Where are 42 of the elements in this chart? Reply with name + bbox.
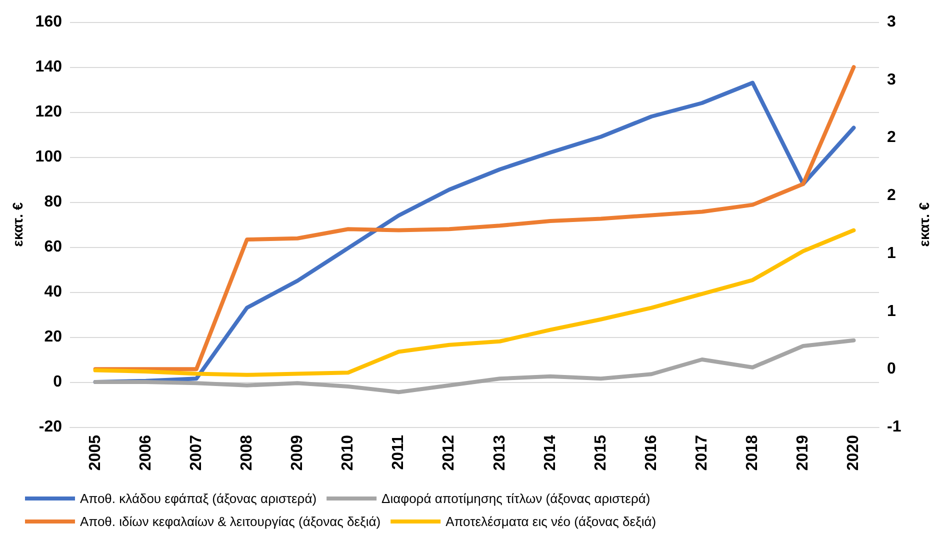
x-tick-label: 2020	[845, 434, 862, 471]
y-tick-label: 40	[44, 284, 62, 300]
x-tick-label: 2010	[340, 434, 357, 471]
x-tick-label: 2007	[188, 434, 205, 471]
x-tick-label: 2013	[491, 434, 508, 471]
y-tick-label: 140	[35, 58, 62, 76]
x-tick-label: 2012	[440, 434, 458, 471]
y-tick-label: -20	[38, 418, 62, 436]
x-tick-label: 2018	[744, 434, 762, 471]
y-tick-label: 160	[35, 14, 62, 30]
x-tick-label: 2009	[289, 434, 306, 471]
x-tick-label: 2015	[592, 434, 610, 471]
x-tick-label: 2017	[694, 434, 711, 471]
line-series	[93, 228, 856, 377]
y2-tick-label: 0	[887, 360, 896, 378]
legend-label: Αποθ. κλάδου εφάπαξ (άξονας αριστερά)	[80, 491, 317, 506]
legend-label: Αποτελέσματα εις νέο (άξονας δεξιά)	[446, 514, 656, 529]
x-tick-label: 2016	[642, 434, 660, 471]
line-series	[93, 338, 856, 394]
y2-tick-label: 1	[887, 244, 896, 262]
y-tick-label: 100	[35, 148, 62, 166]
y2-tick-label: -1	[887, 418, 902, 436]
y2-tick-label: 2	[887, 187, 896, 204]
y2-tick-label: 2	[887, 129, 896, 146]
legend-label: Διαφορά αποτίμησης τίτλων (άξονας αριστερά)	[382, 491, 650, 506]
y2-axis-title: εκατ. €	[916, 202, 932, 247]
x-tick-label: 2005	[86, 434, 104, 471]
y-tick-label: 80	[44, 194, 62, 210]
x-tick-label: 2006	[137, 434, 154, 471]
y2-tick-label: 1	[887, 302, 896, 320]
y2-tick-label: 3	[887, 14, 896, 30]
x-tick-label: 2019	[794, 434, 812, 471]
x-tick-label: 2011	[390, 434, 408, 470]
y-tick-label: 0	[53, 374, 62, 390]
legend-label: Αποθ. ιδίων κεφαλαίων & λειτουργίας (άξονας δεξιά)	[80, 514, 381, 529]
x-tick-label: 2008	[238, 434, 256, 471]
y-tick-label: 60	[44, 238, 62, 256]
x-tick-label: 2014	[542, 434, 559, 471]
y-axis-title: εκατ. €	[9, 202, 26, 247]
y-tick-label: 120	[35, 104, 62, 120]
y-tick-label: 20	[44, 328, 62, 346]
y2-tick-label: 3	[887, 71, 896, 88]
